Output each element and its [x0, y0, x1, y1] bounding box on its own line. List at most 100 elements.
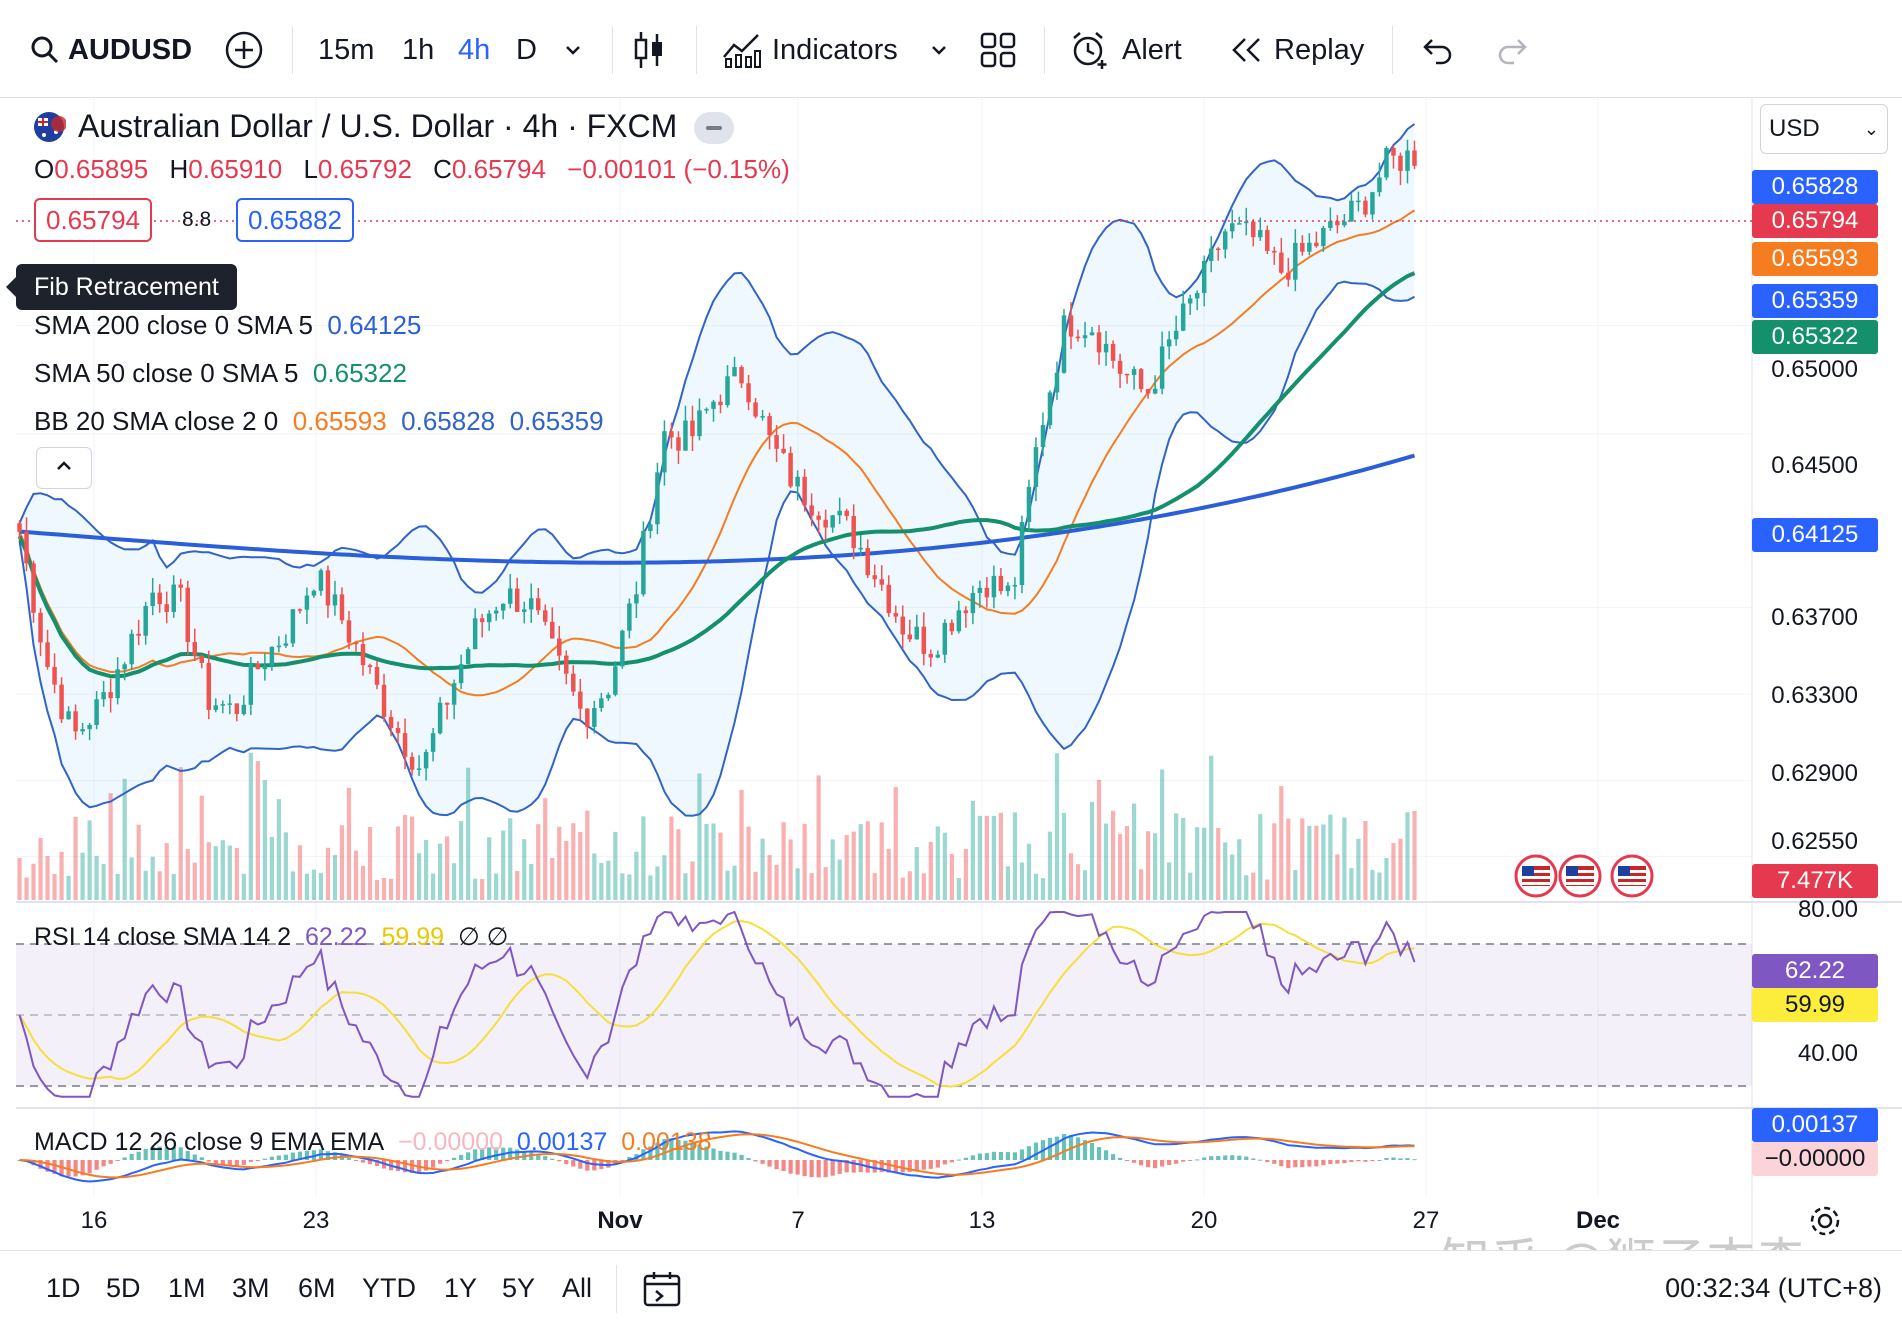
- macd-hist-bar: [963, 1157, 968, 1160]
- macd-hist-bar: [1019, 1149, 1025, 1160]
- candle-body: [648, 524, 653, 531]
- macd-hist-bar: [185, 1151, 190, 1160]
- volume-bar: [108, 793, 113, 900]
- candle-body: [45, 642, 50, 667]
- candle-body: [942, 622, 948, 655]
- candle-body: [1286, 272, 1291, 280]
- candle-body: [550, 621, 555, 639]
- candle-body: [1082, 335, 1088, 339]
- macd-hist-bar: [122, 1157, 127, 1160]
- timeframe-d[interactable]: D: [516, 34, 537, 66]
- buy-price-button[interactable]: 0.65882: [236, 198, 354, 242]
- volume-bar: [220, 840, 225, 900]
- alert-button[interactable]: Alert: [1070, 22, 1182, 78]
- candle-body: [844, 510, 849, 517]
- candle-body: [641, 530, 646, 595]
- range-3m[interactable]: 3M: [232, 1273, 270, 1303]
- rsi-sma-line: [18, 920, 1415, 1088]
- indicators-dropdown[interactable]: [928, 22, 950, 78]
- timeframe-dropdown[interactable]: [562, 22, 584, 78]
- macd-hist-bar: [879, 1160, 884, 1173]
- go-to-date-button[interactable]: [642, 1269, 682, 1314]
- range-1y[interactable]: 1Y: [444, 1273, 478, 1303]
- candle-body: [388, 716, 394, 729]
- candle-body: [318, 570, 324, 591]
- macd-hist-bar: [1139, 1160, 1144, 1166]
- volume-bar: [1391, 843, 1396, 900]
- timeframe-4h[interactable]: 4h: [458, 34, 491, 66]
- volume-bar: [1103, 823, 1109, 900]
- replay-button[interactable]: Replay: [1228, 22, 1364, 78]
- volume-bar: [809, 873, 814, 900]
- macd-hist-bar: [1146, 1160, 1151, 1168]
- rsi-tick: 80.00: [1797, 896, 1858, 923]
- indicators-button[interactable]: Indicators: [722, 22, 898, 78]
- macd-hist-bar: [1307, 1160, 1312, 1167]
- sma50-legend[interactable]: SMA 50 close 0 SMA 5 0.65322: [34, 358, 407, 388]
- macd-hist-bar: [1405, 1158, 1410, 1160]
- range-1d[interactable]: 1D: [46, 1273, 81, 1303]
- range-ytd[interactable]: YTD: [362, 1273, 416, 1303]
- macd-hist-bar: [52, 1160, 57, 1174]
- clock[interactable]: 00:32:34 (UTC+8): [1665, 1273, 1882, 1303]
- timeframe-1h[interactable]: 1h: [402, 34, 435, 66]
- candle-body: [599, 698, 604, 708]
- candle-body: [199, 655, 205, 663]
- candle-body: [17, 523, 22, 532]
- volume-bar: [1321, 824, 1326, 900]
- redo-button[interactable]: [1496, 22, 1530, 78]
- macd-hist-bar: [1349, 1160, 1354, 1162]
- chart-settings-button[interactable]: [1808, 1204, 1842, 1243]
- macd-hist-bar: [935, 1160, 940, 1168]
- candle-body: [1265, 230, 1270, 251]
- chart-canvas[interactable]: [0, 0, 1902, 1250]
- candle-body: [1012, 585, 1018, 587]
- hide-legend-button[interactable]: [694, 112, 734, 144]
- indicators-label: Indicators: [772, 33, 898, 66]
- sell-price-button[interactable]: 0.65794: [34, 198, 152, 242]
- volume-bar: [262, 780, 267, 900]
- volume-bar: [1314, 825, 1319, 900]
- macd-hist-bar: [1328, 1160, 1333, 1165]
- bb-legend[interactable]: BB 20 SMA close 2 0 0.65593 0.65828 0.65…: [34, 406, 604, 436]
- volume-bar: [52, 874, 57, 900]
- range-1m[interactable]: 1M: [168, 1273, 206, 1303]
- macd-hist-bar: [1012, 1152, 1018, 1160]
- macd-hist-bar: [1026, 1146, 1032, 1160]
- time-tick: 7: [791, 1207, 805, 1234]
- symbol-search-button[interactable]: AUDUSD: [30, 22, 192, 78]
- range-5d[interactable]: 5D: [106, 1273, 141, 1303]
- candle-body: [59, 684, 64, 720]
- candle-body: [500, 603, 506, 611]
- range-6m[interactable]: 6M: [298, 1273, 336, 1303]
- volume-bar: [164, 843, 169, 900]
- rsi-legend[interactable]: RSI 14 close SMA 14 2 62.22 59.99 ∅ ∅: [34, 923, 509, 951]
- undo-button[interactable]: [1420, 22, 1454, 78]
- chart-type-button[interactable]: [632, 22, 666, 78]
- range-all[interactable]: All: [562, 1273, 593, 1303]
- collapse-legend-button[interactable]: [36, 447, 92, 489]
- volume-bar: [935, 826, 940, 900]
- volume-bar: [1026, 843, 1032, 900]
- macd-hist-bar: [1230, 1155, 1235, 1160]
- candle-body: [991, 575, 997, 598]
- layout-button[interactable]: [980, 22, 1016, 78]
- macd-hist-bar: [1237, 1155, 1242, 1160]
- macd-legend[interactable]: MACD 12 26 close 9 EMA EMA −0.00000 0.00…: [34, 1128, 712, 1156]
- compare-symbol-button[interactable]: [224, 22, 264, 78]
- candle-body: [1321, 227, 1326, 247]
- volume-bar: [31, 863, 36, 900]
- timeframe-15m[interactable]: 15m: [318, 34, 375, 66]
- volume-bar: [1110, 810, 1116, 900]
- macd-hist-bar: [704, 1146, 709, 1160]
- macd-hist-bar: [781, 1160, 786, 1171]
- candle-body: [66, 711, 71, 720]
- volume-bar: [234, 847, 239, 900]
- range-5y[interactable]: 5Y: [502, 1273, 536, 1303]
- candle-body: [809, 505, 814, 516]
- sma200-legend[interactable]: SMA 200 close 0 SMA 5 0.64125: [34, 310, 422, 340]
- volume-bar: [851, 831, 856, 900]
- candle-body: [486, 613, 492, 623]
- currency-select[interactable]: USD ⌄: [1760, 104, 1888, 154]
- candle-body: [921, 626, 927, 654]
